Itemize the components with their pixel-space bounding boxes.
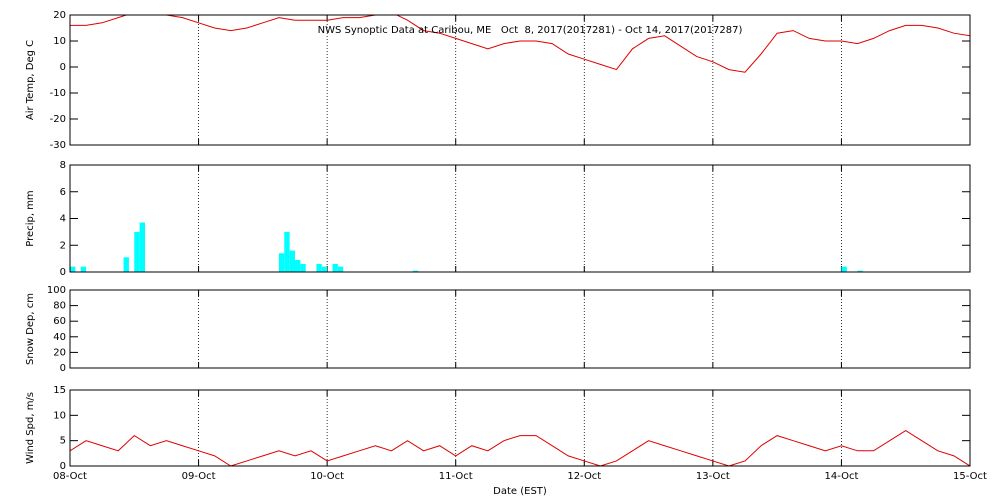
x-tick-label: 15-Oct [953, 471, 987, 482]
bar [134, 231, 140, 272]
y-tick-label: -20 [50, 114, 66, 125]
x-tick-label: 09-Oct [182, 471, 216, 482]
bar [295, 259, 301, 272]
y-tick-label: 0 [60, 62, 66, 73]
y-tick-label: 10 [53, 36, 66, 47]
plot [70, 15, 970, 73]
y-tick-label: 0 [60, 267, 66, 278]
bar [70, 266, 76, 272]
y-tick-label: 2 [60, 240, 66, 251]
y-tick-label: 80 [53, 301, 66, 312]
data-line [70, 15, 970, 73]
y-tick-label: 100 [47, 285, 66, 296]
bar [337, 266, 344, 272]
y-tick-label: 6 [60, 187, 66, 198]
chart-title: NWS Synoptic Data at Caribou, ME Oct 8, … [318, 25, 743, 36]
y-axis-label: Air Temp, Deg C [25, 40, 36, 120]
bar [80, 266, 87, 272]
y-tick-label: 20 [53, 10, 66, 21]
x-axis-label: Date (EST) [493, 486, 547, 497]
x-tick-label: 12-Oct [567, 471, 601, 482]
y-tick-label: 15 [53, 385, 66, 396]
bar [857, 270, 863, 272]
y-tick-label: -10 [50, 88, 66, 99]
plot [70, 222, 863, 272]
plot-frame [69, 14, 971, 146]
x-tick-label: 14-Oct [824, 471, 858, 482]
y-axis-label: Wind Spd, m/s [25, 392, 36, 464]
y-tick-label: 0 [60, 461, 66, 472]
bar [321, 266, 328, 272]
y-tick-label: 8 [60, 160, 66, 171]
x-tick-label: 08-Oct [53, 471, 87, 482]
y-tick-label: 5 [60, 436, 66, 447]
data-line [70, 429, 970, 466]
bar [284, 231, 290, 272]
y-tick-label: 10 [53, 410, 66, 421]
plot-frame [69, 289, 971, 369]
x-tick-label: 13-Oct [696, 471, 730, 482]
y-tick-label: 60 [53, 316, 66, 327]
bar [289, 250, 295, 272]
plot-frame [69, 164, 971, 273]
bar [841, 266, 847, 272]
y-tick-label: -30 [50, 140, 66, 151]
x-tick-label: 11-Oct [439, 471, 473, 482]
y-tick-label: 20 [53, 347, 66, 358]
bar [300, 263, 306, 272]
bar [332, 263, 338, 272]
y-axis-label: Snow Dep, cm [25, 293, 36, 365]
bar [278, 253, 285, 272]
y-axis-label: Precip, mm [25, 190, 36, 246]
y-tick-label: 4 [60, 214, 66, 225]
plot-frame [69, 389, 971, 467]
plot [70, 429, 970, 466]
bar [412, 270, 419, 272]
bar [123, 257, 129, 272]
bar [316, 263, 322, 272]
y-tick-label: 0 [60, 363, 66, 374]
x-tick-label: 10-Oct [310, 471, 344, 482]
bar [139, 222, 145, 272]
y-tick-label: 40 [53, 332, 66, 343]
